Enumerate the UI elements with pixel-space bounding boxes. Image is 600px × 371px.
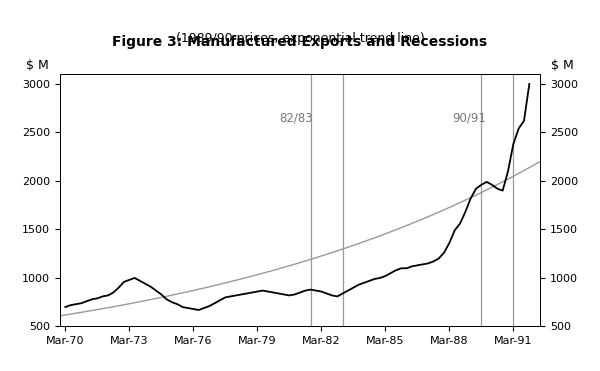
Text: 90/91: 90/91 [452,111,487,124]
Text: $ M: $ M [551,59,574,72]
Text: (1989/90 prices, exponential trend line): (1989/90 prices, exponential trend line) [176,32,424,45]
Title: Figure 3: Manufactured Exports and Recessions: Figure 3: Manufactured Exports and Reces… [112,35,488,49]
Text: $ M: $ M [26,59,49,72]
Text: 82/83: 82/83 [280,111,313,124]
